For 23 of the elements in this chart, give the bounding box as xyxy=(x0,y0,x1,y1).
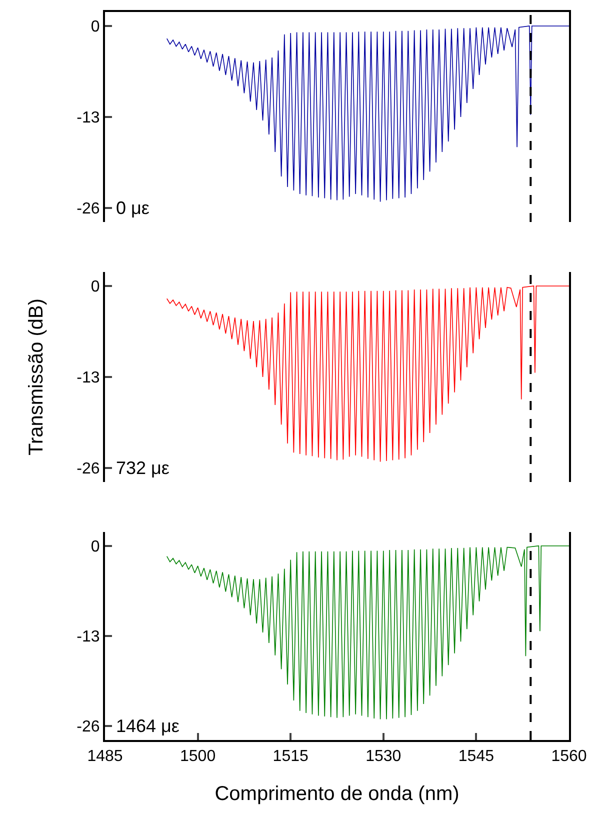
y-tick-label: -26 xyxy=(76,460,100,478)
y-tick-label: -13 xyxy=(76,628,100,646)
y-axis-title: Transmissão (dB) xyxy=(26,298,48,456)
y-tick-label: -26 xyxy=(76,200,100,218)
x-tick-label: 1515 xyxy=(272,748,308,766)
annotation: 732 με xyxy=(116,458,170,478)
y-tick-label: -13 xyxy=(76,370,100,387)
x-tick-label: 1530 xyxy=(366,748,402,766)
y-tick-label: -26 xyxy=(76,718,100,736)
line-series xyxy=(166,286,569,462)
line-series xyxy=(166,545,569,720)
x-tick-label: 1545 xyxy=(458,748,494,766)
x-tick-label: 1500 xyxy=(180,748,216,766)
annotation: 0 με xyxy=(116,198,150,218)
x-tick-label: 1560 xyxy=(551,748,587,766)
y-tick-label: -13 xyxy=(76,110,100,127)
y-tick-label: 0 xyxy=(90,18,100,36)
x-axis-title: Comprimento de onda (nm) xyxy=(214,783,460,806)
x-tick-label: 1485 xyxy=(87,748,123,766)
annotation: 1464 με xyxy=(116,716,180,736)
line-series xyxy=(166,26,569,202)
y-tick-label: 0 xyxy=(90,278,100,296)
y-tick-label: 0 xyxy=(90,538,100,556)
